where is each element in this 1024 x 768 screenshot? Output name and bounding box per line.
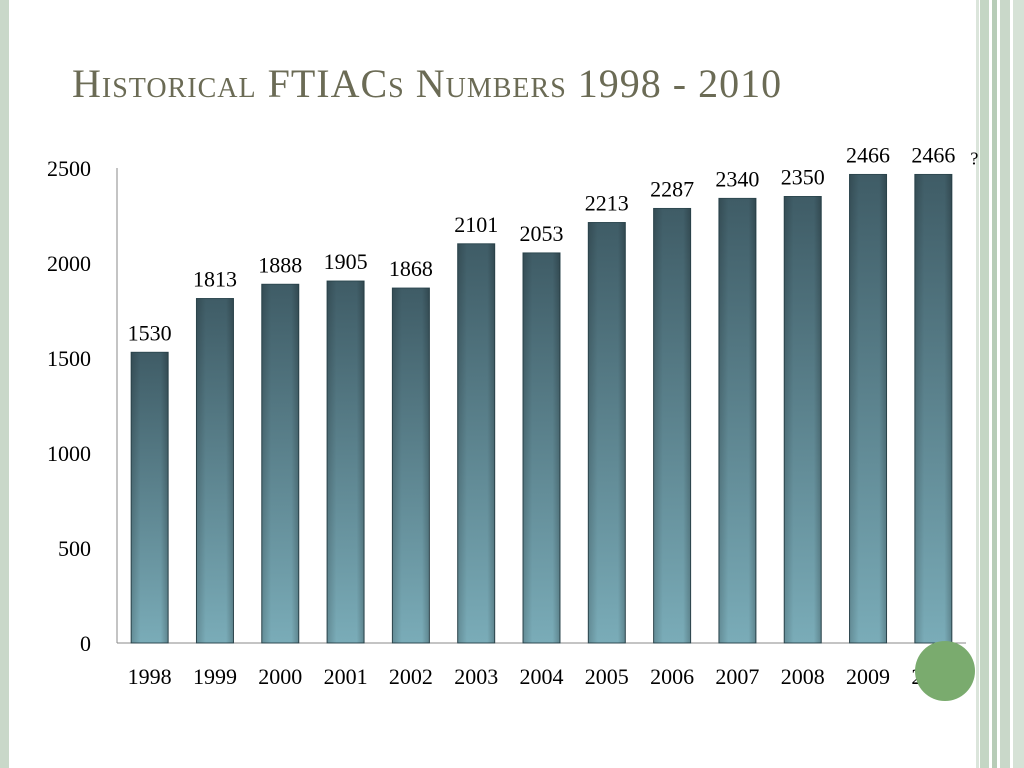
decorative-circle (915, 641, 975, 701)
chart-labels: 0 500 1000 1500 2000 2500 1530 1998 1813 1999 1888… (47, 142, 955, 689)
x-tick-label-2003: 2003 (454, 664, 498, 689)
y-tick-label: 0 (80, 631, 91, 656)
data-label-1999: 1813 (193, 267, 237, 292)
data-label-2010: 2466 (911, 142, 955, 167)
bar-shade-2001 (327, 281, 365, 643)
data-label-2005: 2213 (585, 191, 629, 216)
data-label-2007: 2340 (715, 166, 759, 191)
bar-shade-2010 (914, 174, 952, 643)
x-tick-label-2009: 2009 (846, 664, 890, 689)
data-label-2002: 1868 (389, 256, 433, 281)
data-label-2003: 2101 (454, 212, 498, 237)
x-tick-label-2002: 2002 (389, 664, 433, 689)
x-tick-label-2004: 2004 (520, 664, 564, 689)
right-frame-stripes (976, 0, 1024, 768)
bar-shade-2007 (718, 198, 756, 643)
x-tick-label-2006: 2006 (650, 664, 694, 689)
bar-shade-2008 (784, 196, 822, 643)
bar-shade-2000 (261, 284, 299, 643)
bar-shade-2003 (457, 243, 495, 643)
data-label-2008: 2350 (781, 165, 825, 190)
data-label-1998: 1530 (128, 320, 172, 345)
x-tick-label-1999: 1999 (193, 664, 237, 689)
slide-title: Historical FTIACs Numbers 1998 - 2010 (72, 61, 783, 106)
x-tick-label-2007: 2007 (715, 664, 759, 689)
y-tick-label: 1000 (47, 441, 91, 466)
x-tick-label-2001: 2001 (324, 664, 368, 689)
bar-shade-1998 (131, 352, 169, 643)
x-tick-label-2005: 2005 (585, 664, 629, 689)
bar-shade-2004 (523, 252, 560, 643)
bar-shade-1999 (196, 298, 234, 643)
data-label-2004: 2053 (520, 221, 564, 246)
data-label-2000: 1888 (258, 252, 302, 277)
y-tick-label: 1500 (47, 346, 91, 371)
chart-bars (130, 173, 953, 644)
y-tick-label: 2500 (47, 156, 91, 181)
bar-shade-2005 (588, 222, 626, 643)
left-frame-edge (0, 0, 9, 768)
bar-shade-2009 (849, 174, 887, 643)
bar-shade-2006 (653, 208, 691, 643)
y-tick-label: 500 (58, 536, 91, 561)
data-label-2001: 1905 (324, 249, 368, 274)
x-tick-label-2000: 2000 (258, 664, 302, 689)
y-tick-label: 2000 (47, 251, 91, 276)
data-label-2009: 2466 (846, 142, 890, 167)
x-tick-label-2008: 2008 (781, 664, 825, 689)
question-mark-annotation: ? (970, 148, 978, 168)
bar-shade-2002 (392, 288, 430, 643)
data-label-2006: 2287 (650, 176, 694, 201)
x-tick-label-1998: 1998 (128, 664, 172, 689)
